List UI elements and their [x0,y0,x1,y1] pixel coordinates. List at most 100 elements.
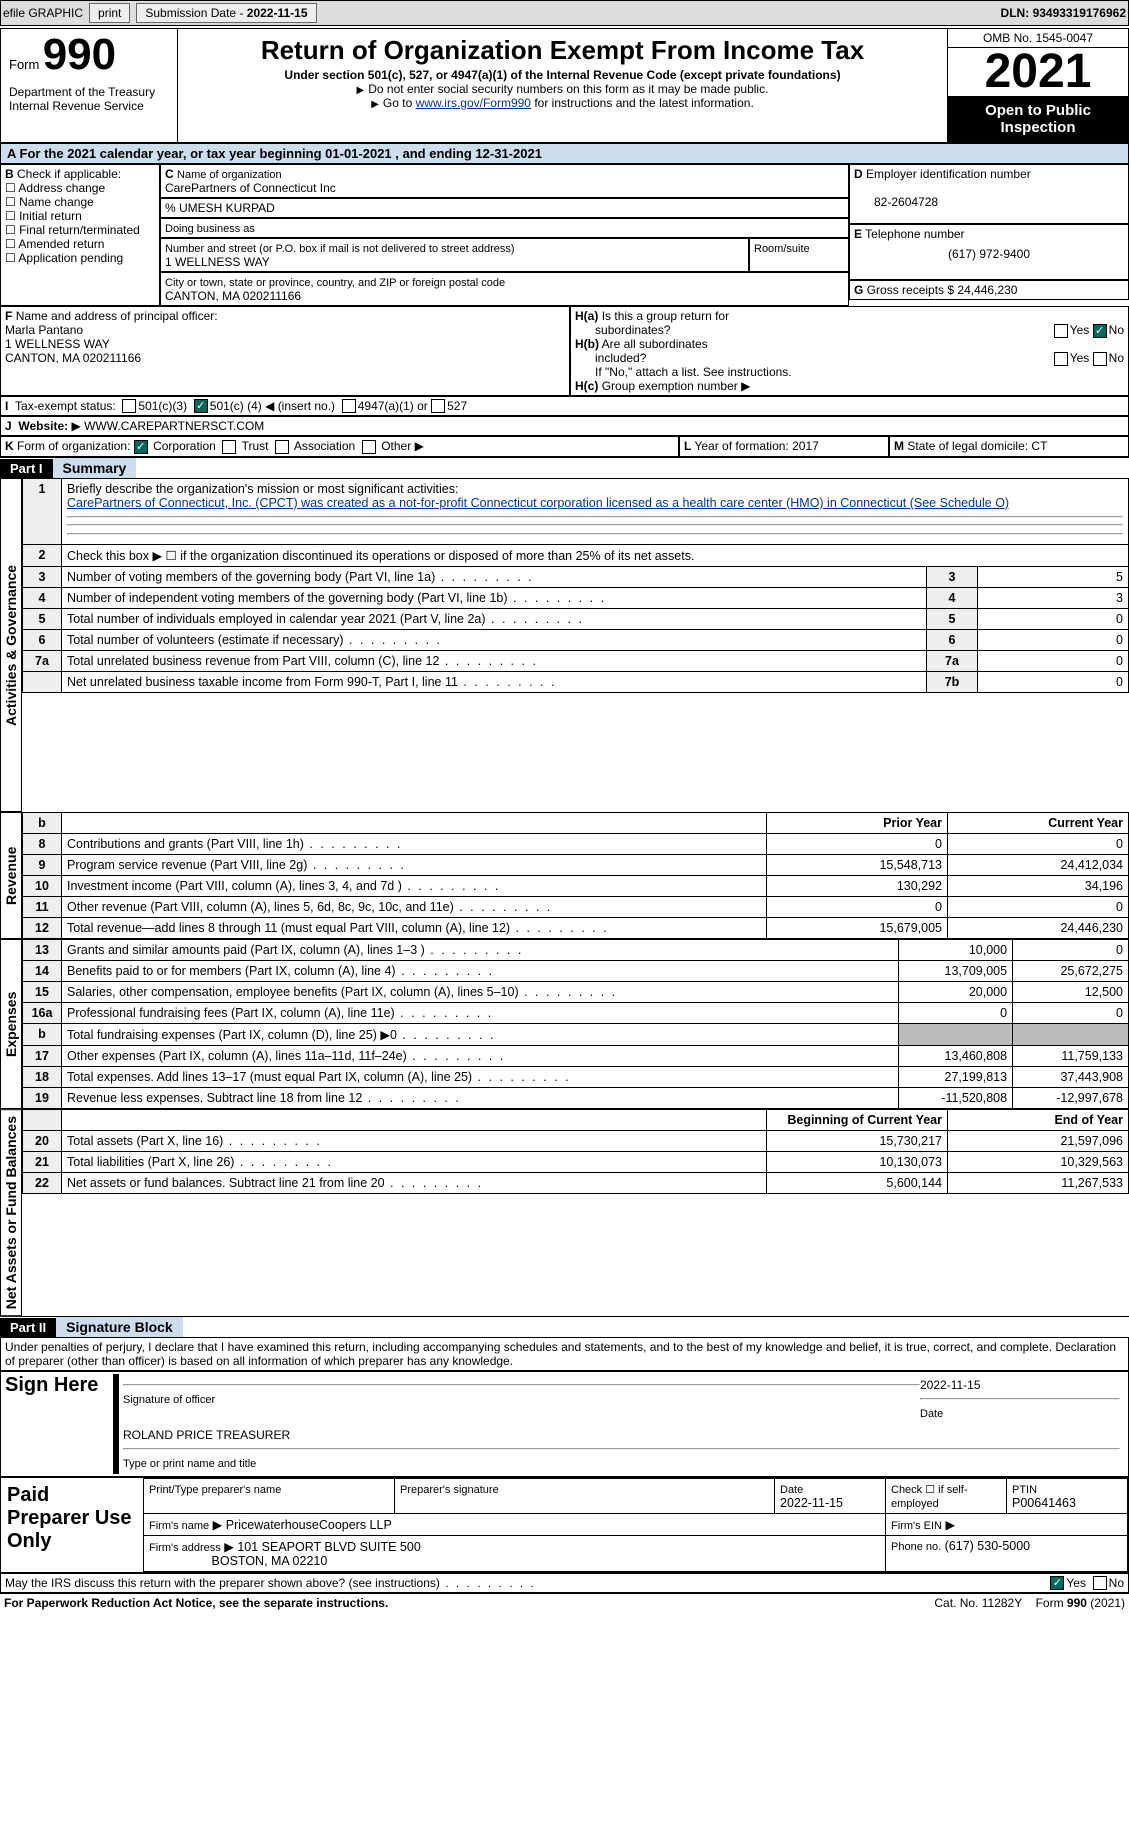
form990-link[interactable]: www.irs.gov/Form990 [416,96,531,110]
website-label: Website: [18,419,68,433]
discuss-no: No [1109,1576,1124,1590]
no-label2: No [1109,351,1124,365]
hb-no-checkbox[interactable] [1093,352,1107,366]
irs-label: Internal Revenue Service [9,99,169,113]
form-word: Form [9,57,39,72]
sig-date-label: Date [920,1408,943,1420]
signer-name: ROLAND PRICE TREASURER [123,1428,290,1442]
hb-label: Are all subordinates [602,337,708,351]
care-of: % UMESH KURPAD [160,198,849,218]
4947-checkbox[interactable] [342,399,356,413]
inspect-line2: Inspection [952,119,1124,136]
officer-addr2: CANTON, MA 020211166 [5,351,141,365]
prep-date-label: Date [780,1484,803,1496]
form-title: Return of Organization Exempt From Incom… [184,35,941,66]
submission-date: Submission Date - 2022-11-15 [136,3,316,23]
officer-label: Name and address of principal officer: [16,309,218,323]
street-label: Number and street (or P.O. box if mail i… [165,243,515,255]
q1-label: Briefly describe the organization's miss… [67,482,458,496]
l-value: 2017 [792,439,819,453]
prep-sig-label: Preparer's signature [400,1484,499,1496]
k-other-checkbox[interactable] [362,440,376,454]
efile-label: efile GRAPHIC [3,6,83,20]
firm-phone-value: (617) 530-5000 [945,1539,1030,1553]
phone-value: (617) 972-9400 [854,247,1124,261]
ptin-value: P00641463 [1012,1496,1076,1510]
k-corp-checkbox[interactable] [134,440,148,454]
m-value: CT [1031,439,1047,453]
dba-label: Doing business as [165,223,255,235]
no-label: No [1109,323,1124,337]
501c-checkbox[interactable] [194,399,208,413]
discuss-yes: Yes [1066,1576,1086,1590]
paid-preparer-label: Paid Preparer Use Only [1,1478,143,1572]
mission-text[interactable]: CarePartners of Connecticut, Inc. (CPCT)… [67,496,1009,510]
sign-here-label: Sign Here [5,1374,105,1474]
part1-hdr: Part I [0,459,53,478]
activities-side-label: Activities & Governance [0,478,22,812]
k-trust-checkbox[interactable] [222,440,236,454]
k-label: Form of organization: [17,439,130,453]
subdate-label: Submission Date - [145,6,243,20]
firm-label: Firm's name [149,1520,209,1532]
firm-phone-label: Phone no. [891,1541,941,1553]
prep-date-value: 2022-11-15 [780,1496,843,1510]
officer-name: Marla Pantano [5,323,83,337]
form-header: Form 990 Department of the Treasury Inte… [0,28,1129,143]
website-value: WWW.CAREPARTNERSCT.COM [84,419,264,433]
501c3-checkbox[interactable] [122,399,136,413]
tax-year: 2021 [948,48,1128,96]
pra-notice: For Paperwork Reduction Act Notice, see … [4,1596,934,1610]
cat-no: Cat. No. 11282Y [934,1596,1022,1610]
discuss-yes-checkbox[interactable] [1050,1576,1064,1590]
l-label: Year of formation: [694,439,788,453]
k-assoc-checkbox[interactable] [275,440,289,454]
gross-label: Gross receipts $ [867,283,954,297]
yes-label: Yes [1070,323,1090,337]
opt-527: 527 [447,399,467,413]
opt-501c: 501(c) (4) ◀ (insert no.) [210,399,335,413]
527-checkbox[interactable] [431,399,445,413]
part2-hdr: Part II [0,1318,56,1337]
ha-yes-checkbox[interactable] [1054,324,1068,338]
firm-addr1: 101 SEAPORT BLVD SUITE 500 [237,1540,420,1554]
type-name-label: Type or print name and title [123,1458,256,1470]
part1-title: Summary [53,458,137,478]
opt-4947: 4947(a)(1) or [358,399,428,413]
goto-pre: Go to [371,96,415,110]
firm-addr-label: Firm's address [149,1542,221,1554]
firm-name: PricewaterhouseCoopers LLP [226,1518,392,1532]
b-label: Check if applicable: [17,167,121,181]
ha-label: Is this a group return for [602,309,729,323]
form-number: 990 [43,30,116,79]
line-a: A For the 2021 calendar year, or tax yea… [0,143,1129,164]
ha-no-checkbox[interactable] [1093,324,1107,338]
declaration-text: Under penalties of perjury, I declare th… [0,1337,1129,1371]
subdate-value: 2022-11-15 [247,6,308,20]
form-subhead: Under section 501(c), 527, or 4947(a)(1)… [184,68,941,82]
hc-label: Group exemption number [602,379,738,393]
officer-addr1: 1 WELLNESS WAY [5,337,110,351]
city-label: City or town, state or province, country… [165,277,505,289]
prep-printname-label: Print/Type preparer's name [149,1484,281,1496]
h-note: If "No," attach a list. See instructions… [595,365,792,379]
firm-ein-label: Firm's EIN [891,1520,942,1532]
hb-yes-checkbox[interactable] [1054,352,1068,366]
q2-text: Check this box ▶ ☐ if the organization d… [62,544,1129,566]
line-a-text: For the 2021 calendar year, or tax year … [20,146,542,161]
k-assoc: Association [294,439,355,453]
c-name-label: Name of organization [177,169,282,181]
street-value: 1 WELLNESS WAY [165,255,270,269]
goto-post: for instructions and the latest informat… [534,96,753,110]
section-b-g: B Check if applicable: ☐ Address change☐… [0,164,1129,306]
open-inspection: Open to Public Inspection [948,96,1128,142]
hb-label2: included? [595,351,646,365]
inspect-line1: Open to Public [952,102,1124,119]
print-button[interactable]: print [89,3,130,23]
self-employed-check[interactable]: Check ☐ if self-employed [891,1484,968,1510]
firm-addr2: BOSTON, MA 02210 [212,1554,328,1568]
opt-501c3: 501(c)(3) [138,399,187,413]
tax-status-label: Tax-exempt status: [15,399,116,413]
gross-value: 24,446,230 [957,283,1017,297]
discuss-no-checkbox[interactable] [1093,1576,1107,1590]
